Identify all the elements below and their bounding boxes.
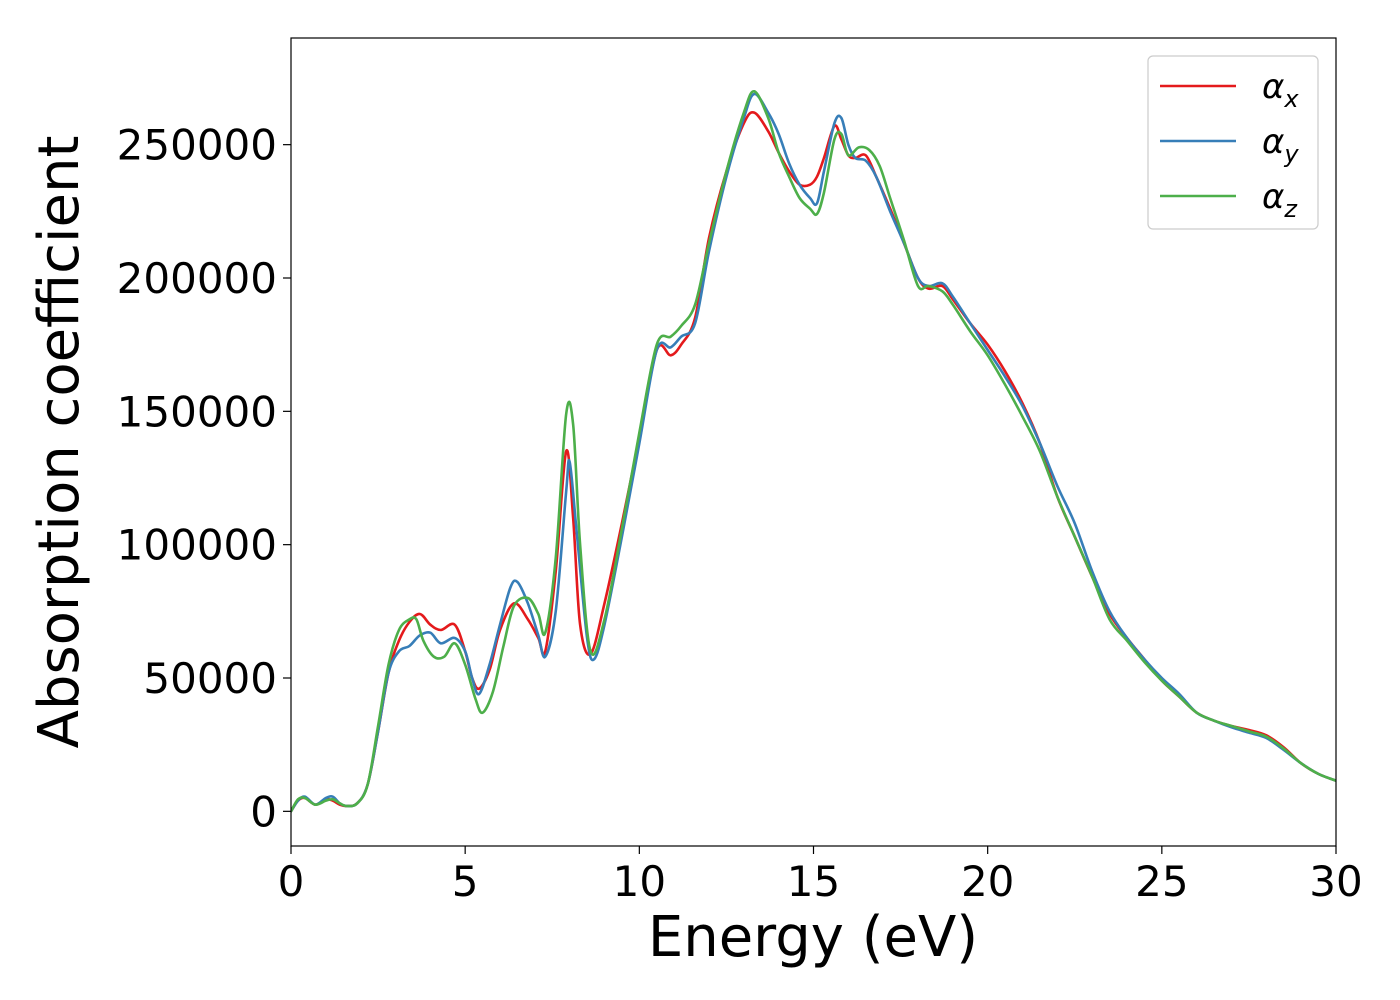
legend-symbol: α bbox=[1262, 177, 1284, 217]
series-line-alpha-y bbox=[291, 92, 1336, 813]
ticks-layer: 0 5 10 15 20 25 30 0 50000 100000 150000 200000 2500… bbox=[117, 121, 1363, 906]
series-layer bbox=[291, 90, 1336, 813]
y-tick-label: 50000 bbox=[143, 654, 277, 703]
legend-symbol: α bbox=[1262, 122, 1284, 162]
x-tick-label: 10 bbox=[613, 857, 666, 906]
x-tick-label: 20 bbox=[961, 857, 1014, 906]
x-axis-label: Energy (eV) bbox=[648, 905, 978, 970]
legend-label-alpha-z: αz bbox=[1262, 177, 1298, 223]
x-tick-label: 25 bbox=[1135, 857, 1188, 906]
y-axis-label: Absorption coefficient bbox=[27, 136, 92, 749]
x-tick-label: 30 bbox=[1309, 857, 1362, 906]
y-tick-label: 150000 bbox=[117, 387, 277, 436]
y-tick-label: 250000 bbox=[117, 121, 277, 170]
legend-symbol: α bbox=[1262, 67, 1284, 107]
legend-subscript: x bbox=[1283, 85, 1299, 113]
x-tick-label: 0 bbox=[278, 857, 305, 906]
legend-subscript: y bbox=[1283, 140, 1299, 168]
legend-label-alpha-y: αy bbox=[1262, 122, 1299, 168]
plot-frame bbox=[290, 37, 1337, 847]
x-tick-label: 5 bbox=[452, 857, 479, 906]
y-tick-label: 200000 bbox=[117, 254, 277, 303]
legend-label-alpha-x: αx bbox=[1262, 67, 1299, 113]
y-tick-label: 0 bbox=[250, 787, 277, 836]
legend-subscript: z bbox=[1283, 195, 1298, 223]
x-tick-label: 15 bbox=[787, 857, 840, 906]
legend-box bbox=[1147, 55, 1319, 230]
y-tick-label: 100000 bbox=[117, 521, 277, 570]
series-line-alpha-z bbox=[291, 90, 1336, 813]
